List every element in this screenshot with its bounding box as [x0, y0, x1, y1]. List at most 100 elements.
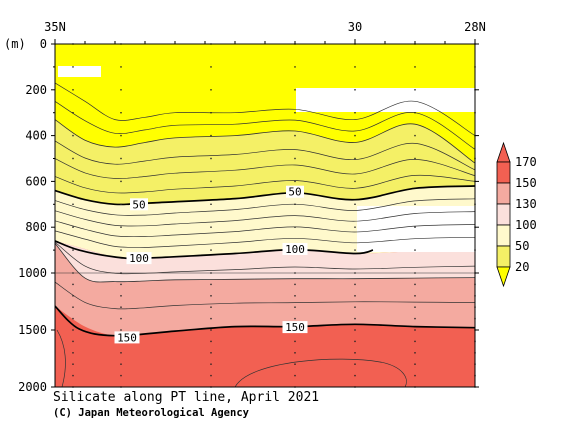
y-tick-label: 400 — [25, 129, 47, 143]
sample-point — [210, 112, 212, 114]
contour-label-bg — [126, 252, 152, 265]
sample-point — [120, 363, 122, 365]
colorbar: 20 50 100 130 150 170 — [496, 141, 537, 288]
sample-point — [354, 329, 356, 331]
sample-point — [72, 226, 74, 228]
colorbar-tick-label: 150 — [515, 176, 537, 190]
sample-point — [294, 295, 296, 297]
y-tick-label: 0 — [40, 37, 47, 51]
fill-130-150 — [55, 243, 475, 337]
thin-contour — [54, 210, 476, 227]
sample-point — [414, 363, 416, 365]
y-tick-label: 2000 — [18, 380, 47, 394]
contour-label-bg — [286, 185, 304, 198]
sample-point — [294, 66, 296, 68]
thin-contour — [54, 174, 476, 194]
sample-point — [414, 89, 416, 91]
sample-point — [294, 352, 296, 354]
contour-labels-layer: 50 50 100 100 150 150 — [114, 185, 308, 344]
contour-label: 150 — [117, 331, 137, 344]
contour-label-bg — [282, 321, 308, 334]
sample-point — [414, 249, 416, 251]
thin-contour — [54, 198, 476, 216]
x-tick-label: 30 — [348, 20, 362, 34]
sample-point — [120, 249, 122, 251]
colorbar-extend-top — [496, 141, 511, 163]
isoline-150 — [54, 305, 476, 337]
fill-100-130 — [55, 240, 475, 283]
sample-point — [294, 283, 296, 286]
sample-point — [120, 112, 122, 114]
sample-point — [120, 134, 122, 137]
sample-point — [72, 329, 74, 331]
fill-below-20 — [55, 44, 475, 164]
thin-contour — [54, 119, 476, 164]
sample-point — [72, 157, 74, 160]
sample-point — [72, 180, 74, 183]
sample-point — [72, 363, 74, 365]
sample-point — [414, 340, 416, 343]
thin-contour — [54, 241, 476, 275]
sample-point — [294, 306, 296, 308]
sample-point — [210, 89, 212, 91]
sample-point — [414, 317, 416, 320]
blank-patch — [296, 88, 475, 112]
sample-point — [414, 112, 416, 114]
colorbar-swatch — [496, 161, 511, 184]
colorbar-tick-label: 130 — [515, 197, 537, 211]
sample-point — [72, 283, 74, 286]
thin-contour — [234, 358, 407, 388]
sample-point — [294, 226, 296, 228]
missing-data-layer — [58, 66, 475, 252]
sample-point — [294, 134, 296, 137]
sample-point — [210, 249, 212, 251]
sample-point — [354, 134, 356, 137]
sample-point — [210, 203, 212, 205]
sample-point — [72, 89, 74, 91]
sample-point — [72, 112, 74, 114]
sample-point — [354, 340, 356, 343]
colorbar-extend-bottom — [496, 266, 511, 288]
sample-point — [210, 306, 212, 308]
sample-point — [354, 283, 356, 286]
y-tick-label: 200 — [25, 83, 47, 97]
thin-contour — [54, 101, 476, 150]
sample-point — [120, 352, 122, 354]
sample-point — [354, 112, 356, 114]
contour-label: 100 — [285, 243, 305, 256]
sample-point — [210, 66, 212, 68]
colorbar-tick-label: 100 — [515, 218, 537, 232]
y-unit-label: (m) — [4, 37, 26, 51]
sample-point — [414, 134, 416, 137]
colorbar-swatch — [496, 182, 511, 205]
sample-point — [414, 283, 416, 286]
sample-point — [120, 226, 122, 228]
sample-point — [294, 363, 296, 365]
blank-patch — [58, 66, 101, 77]
colorbar-tick-label: 50 — [515, 239, 529, 253]
sample-point — [414, 306, 416, 308]
sample-point — [72, 66, 74, 68]
sample-point — [210, 295, 212, 297]
sample-point — [354, 203, 356, 205]
sample-point — [354, 317, 356, 320]
x-tick-label: 35N — [44, 20, 66, 34]
sample-point — [210, 157, 212, 160]
sample-point — [294, 203, 296, 205]
sample-point — [294, 180, 296, 183]
y-tick-label: 600 — [25, 174, 47, 188]
colorbar-swatch — [496, 245, 511, 268]
sample-point — [210, 226, 212, 228]
sample-point — [414, 352, 416, 354]
credit-text: (C) Japan Meteorological Agency — [53, 407, 249, 419]
contour-label-bg — [114, 331, 140, 344]
colorbar-swatch — [496, 203, 511, 226]
sample-point — [354, 157, 356, 160]
x-tick-label: 28N — [464, 20, 486, 34]
sample-point — [210, 180, 212, 183]
contour-label-bg — [282, 243, 308, 255]
sample-point — [72, 249, 74, 251]
y-tick-label: 1500 — [18, 323, 47, 337]
colorbar-tick-label: 20 — [515, 260, 529, 274]
y-tick-label: 800 — [25, 220, 47, 234]
